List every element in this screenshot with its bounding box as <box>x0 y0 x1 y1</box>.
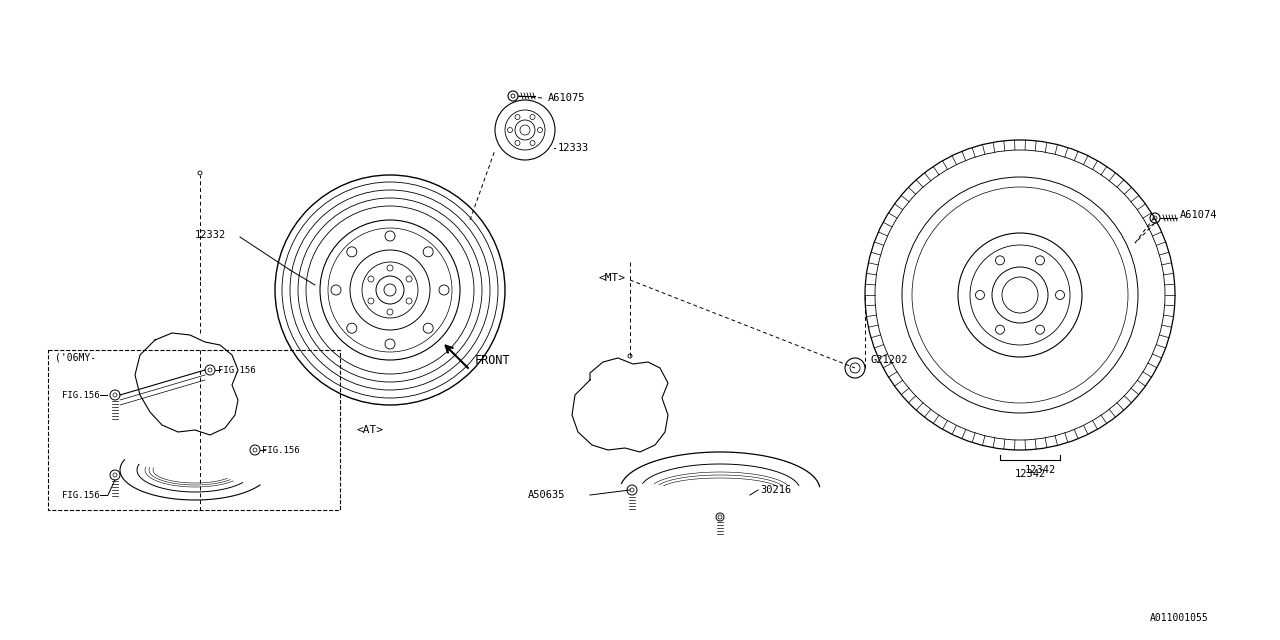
Text: A61075: A61075 <box>548 93 585 103</box>
Text: A61074: A61074 <box>1180 210 1217 220</box>
Text: A50635: A50635 <box>529 490 566 500</box>
Text: 12342: 12342 <box>1015 469 1046 479</box>
Text: 12333: 12333 <box>558 143 589 153</box>
Text: FIG.156: FIG.156 <box>218 365 256 374</box>
Text: A011001055: A011001055 <box>1149 613 1208 623</box>
Text: <MT>: <MT> <box>598 273 625 283</box>
Text: 30216: 30216 <box>760 485 791 495</box>
Text: FIG.156: FIG.156 <box>61 490 100 499</box>
Text: FIG.156: FIG.156 <box>262 445 300 454</box>
Text: FRONT: FRONT <box>475 353 511 367</box>
Text: 12342: 12342 <box>1024 465 1056 475</box>
Text: ('06MY-: ('06MY- <box>55 352 96 362</box>
Text: FIG.156: FIG.156 <box>61 390 100 399</box>
Text: <AT>: <AT> <box>357 425 384 435</box>
Text: 12332: 12332 <box>195 230 227 240</box>
Text: G21202: G21202 <box>870 355 908 365</box>
